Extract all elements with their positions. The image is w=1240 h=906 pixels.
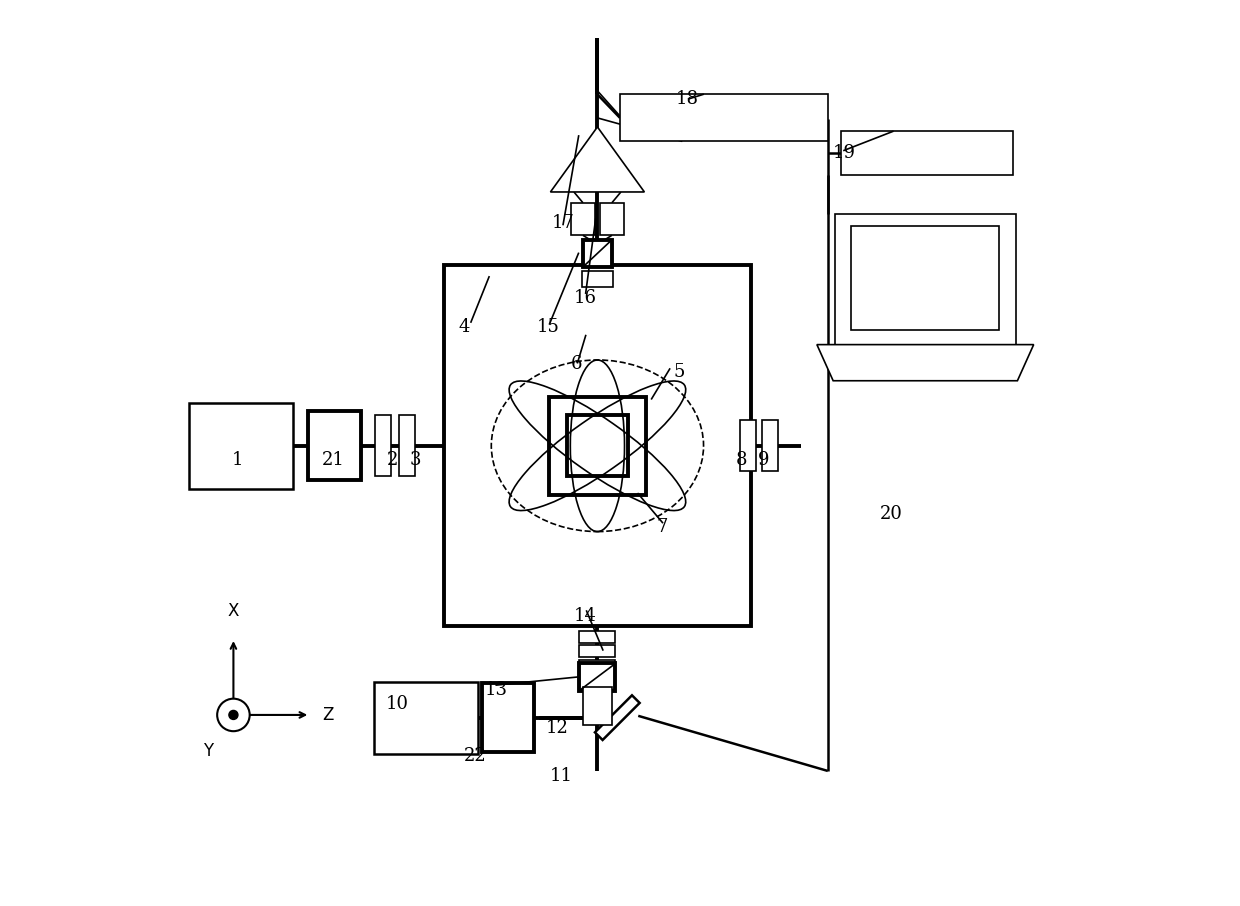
Text: 6: 6 (570, 355, 583, 373)
Bar (444, 265, 751, 626)
Text: 16: 16 (574, 289, 598, 306)
Bar (309, 411, 361, 480)
Circle shape (229, 710, 238, 719)
Text: 3: 3 (409, 451, 420, 469)
Text: 13: 13 (485, 680, 507, 699)
Text: 8: 8 (735, 451, 746, 469)
Text: 21: 21 (322, 451, 345, 469)
Bar (190, 403, 293, 489)
Bar (579, 645, 615, 657)
Bar (548, 397, 646, 495)
Text: 20: 20 (879, 506, 903, 524)
Bar (761, 420, 777, 471)
Bar (374, 681, 479, 754)
Bar (579, 663, 615, 690)
Text: 18: 18 (676, 90, 699, 108)
Bar (841, 131, 1013, 175)
Text: Z: Z (322, 706, 334, 724)
Bar (567, 415, 629, 477)
Text: 2: 2 (387, 451, 398, 469)
Text: 15: 15 (537, 317, 559, 335)
Text: 4: 4 (459, 317, 470, 335)
Bar (376, 415, 392, 477)
Text: 9: 9 (758, 451, 769, 469)
Bar (740, 420, 756, 471)
Text: 14: 14 (574, 607, 598, 624)
Text: 7: 7 (657, 518, 668, 536)
Polygon shape (817, 344, 1034, 381)
Circle shape (217, 699, 249, 731)
Bar (583, 687, 611, 725)
Bar (620, 94, 828, 141)
Bar (572, 203, 595, 236)
Text: 19: 19 (832, 144, 856, 162)
Bar (399, 415, 415, 477)
Polygon shape (551, 127, 645, 192)
Text: 22: 22 (464, 747, 487, 765)
Bar (583, 240, 611, 267)
Bar (579, 631, 615, 642)
Bar (482, 683, 534, 752)
Text: 11: 11 (549, 767, 573, 786)
Bar (835, 214, 1016, 344)
Bar (851, 226, 999, 330)
Text: 1: 1 (232, 451, 244, 469)
Text: 5: 5 (673, 362, 684, 381)
Text: 17: 17 (552, 214, 574, 232)
Text: 10: 10 (386, 695, 408, 713)
Bar (579, 660, 615, 671)
Text: 12: 12 (546, 719, 568, 737)
Bar (582, 271, 613, 287)
Text: X: X (228, 602, 239, 620)
Text: Y: Y (203, 742, 213, 760)
Polygon shape (595, 695, 640, 740)
Bar (600, 203, 624, 236)
